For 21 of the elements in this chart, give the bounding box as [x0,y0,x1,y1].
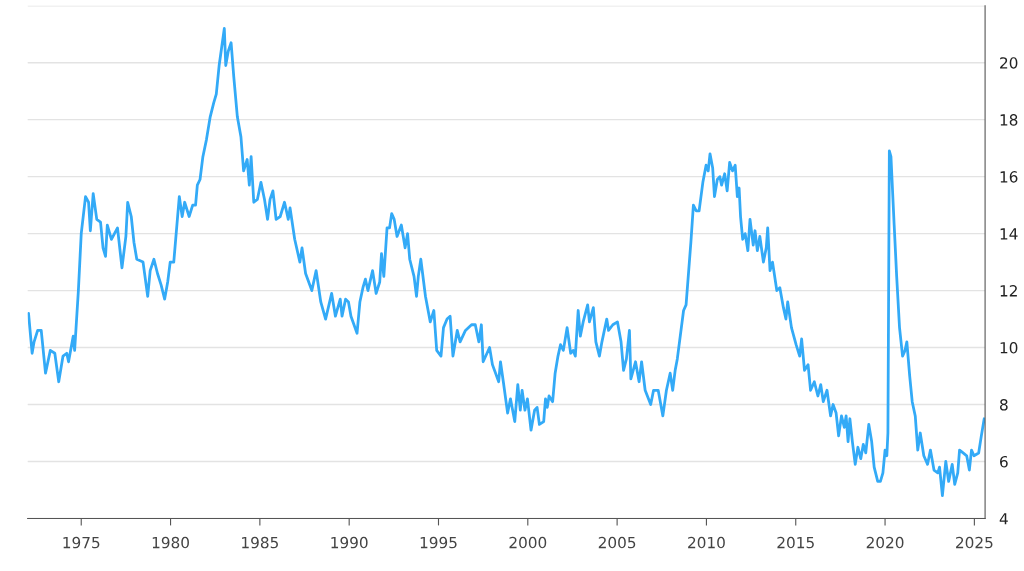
x-tick-label: 1980 [152,536,189,549]
y-tick-label: 16 [1000,171,1018,183]
x-tick-label: 2005 [598,536,636,549]
x-tick-label: 1975 [63,536,100,549]
y-tick-label: 14 [1000,228,1018,240]
y-tick-label: 6 [1000,455,1008,468]
x-tick-label: 1995 [420,536,457,549]
y-tick-label: 12 [1000,285,1017,297]
x-tick-label: 2015 [777,536,814,549]
x-tick-label: 1985 [242,536,278,549]
line-series [27,27,986,498]
x-tick-label: 2010 [688,536,725,549]
y-tick-label: 10 [1000,342,1018,354]
y-tick-label: 4 [999,513,1008,525]
x-tick-label: 2000 [509,536,547,549]
y-tick-label: 18 [1000,114,1018,126]
y-tick-label: 8 [1000,398,1008,411]
y-tick-label: 20 [1000,57,1018,69]
x-tick-label: 1990 [331,536,368,549]
x-tick-label: 2020 [866,536,904,549]
x-tick-label: 2025 [956,536,993,549]
